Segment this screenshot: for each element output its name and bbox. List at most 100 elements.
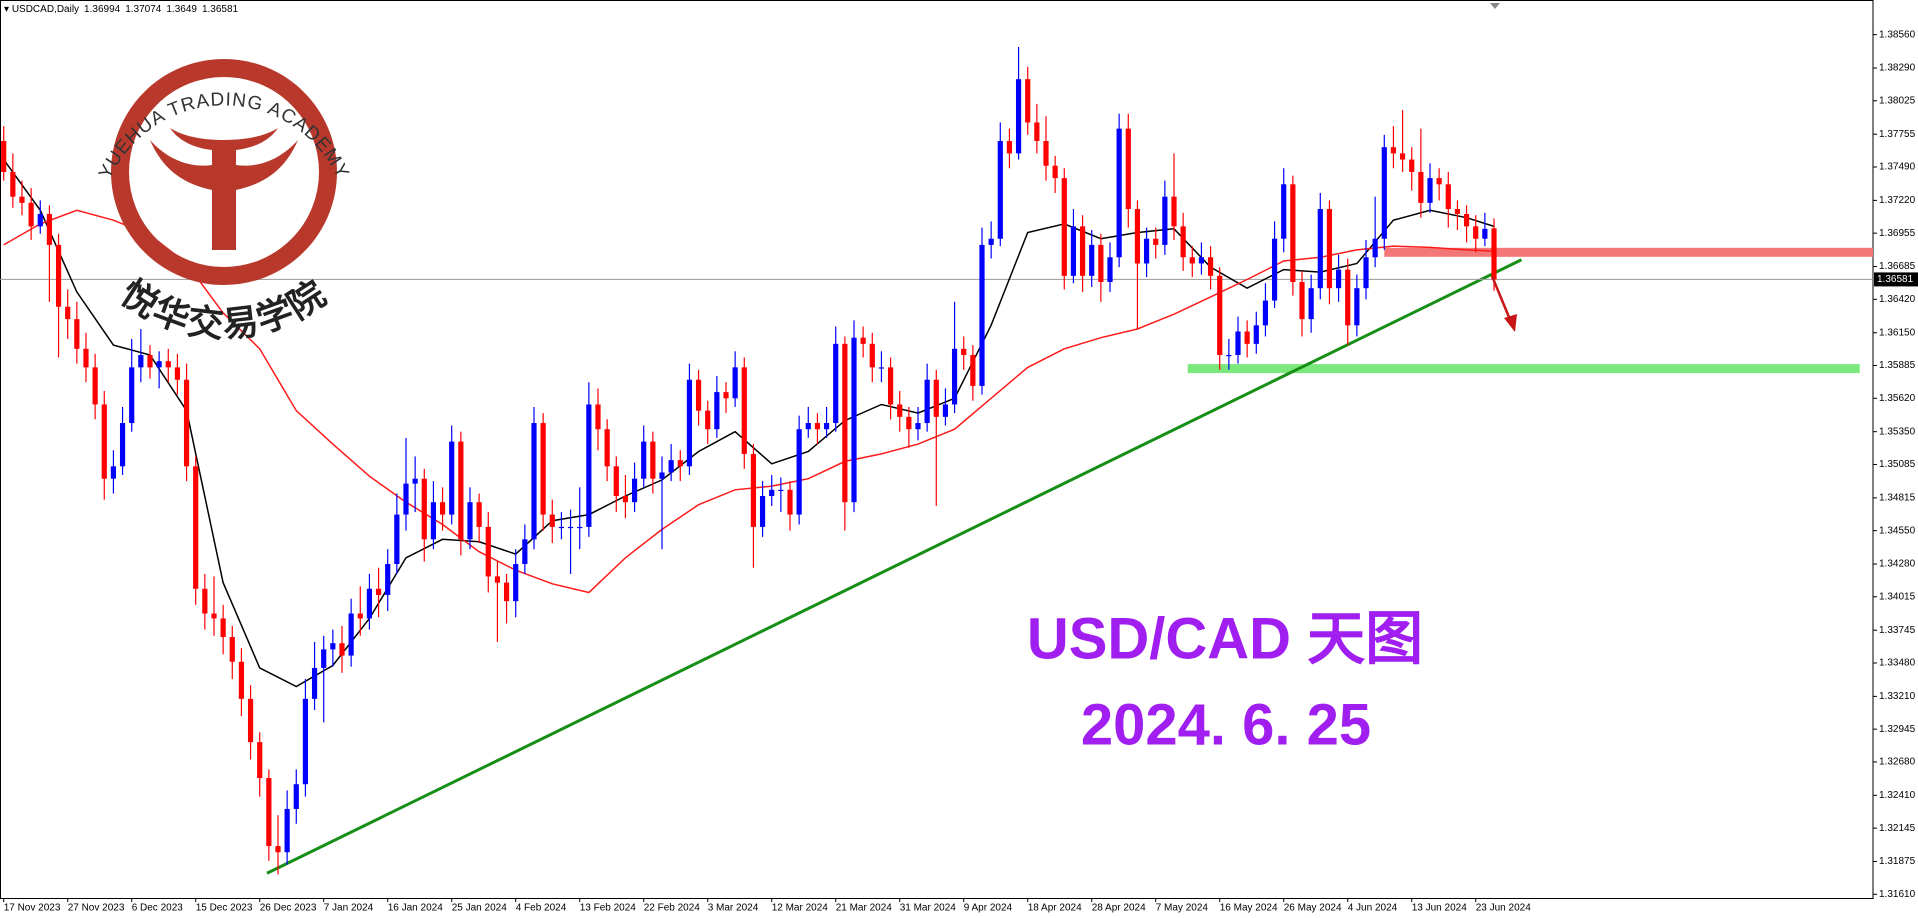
symbol: USDCAD,Daily	[11, 4, 80, 15]
x-tick-label: 12 Mar 2024	[772, 903, 829, 914]
candle-body	[622, 496, 629, 503]
x-tick-label: 25 Jan 2024	[452, 903, 507, 914]
trendline	[266, 258, 1523, 875]
candle-body	[869, 343, 875, 368]
candle-body	[1317, 209, 1323, 289]
x-tick-label: 3 Mar 2024	[708, 903, 759, 914]
arrow-head	[1504, 314, 1517, 332]
candle-body	[1034, 122, 1040, 142]
candle-body	[1116, 128, 1122, 258]
candle-body	[595, 404, 601, 430]
candle-body	[1217, 275, 1223, 355]
candle-body	[970, 354, 976, 386]
candle-body	[750, 453, 757, 527]
x-tick-label: 16 May 2024	[1220, 903, 1278, 914]
candle-body	[1134, 209, 1141, 264]
candle-body	[1363, 257, 1369, 289]
candle-body	[842, 343, 848, 503]
y-tick-label: 1.37490	[1879, 162, 1916, 173]
candle-body	[1473, 226, 1479, 239]
candle-body	[1354, 288, 1360, 326]
x-tick-label: 28 Apr 2024	[1092, 903, 1146, 914]
y-tick-label: 1.36150	[1879, 327, 1916, 338]
candle-body	[165, 361, 171, 368]
y-tick-label: 1.31610	[1879, 889, 1916, 900]
x-tick-label: 31 Mar 2024	[900, 903, 957, 914]
candle-body	[28, 202, 34, 227]
candle-body	[641, 441, 647, 479]
candle-body	[1409, 159, 1415, 172]
candle-body	[119, 423, 126, 467]
candle-body	[961, 348, 967, 355]
candle-body	[1335, 269, 1342, 289]
candle-body	[1098, 244, 1104, 283]
candle-body	[577, 526, 583, 529]
candle-body	[494, 576, 501, 583]
candle-body	[1226, 354, 1232, 357]
candle-body	[65, 306, 71, 320]
scroll-marker	[1490, 3, 1500, 9]
candle-body	[321, 649, 327, 668]
candle-body	[769, 489, 775, 497]
candle-body	[293, 784, 299, 809]
candle-body	[458, 441, 464, 540]
x-tick-label: 22 Feb 2024	[644, 903, 701, 914]
candle-body	[1345, 269, 1351, 326]
candle-body	[897, 404, 903, 417]
candle-body	[330, 643, 336, 650]
candle-body	[110, 466, 117, 479]
candle-body	[101, 404, 107, 479]
candle-body	[174, 367, 181, 380]
candle-body	[1390, 147, 1397, 154]
candle-body	[613, 466, 619, 497]
candle-body	[348, 613, 354, 656]
candle-body	[695, 379, 702, 411]
x-tick-label: 13 Jun 2024	[1412, 903, 1467, 914]
arrow-shaft	[1490, 275, 1513, 323]
annotation-date: 2024. 6. 25	[1081, 692, 1371, 757]
candle-body	[193, 466, 199, 589]
candle-body	[1399, 153, 1406, 160]
candle-body	[1006, 141, 1013, 154]
candle-body	[567, 526, 574, 529]
candle-body	[686, 379, 693, 467]
y-tick-label: 1.35085	[1879, 459, 1916, 470]
candle-body	[1207, 257, 1214, 276]
y-tick-label: 1.37755	[1879, 129, 1916, 140]
candle-body	[1180, 226, 1186, 258]
y-tick-label: 1.32410	[1879, 790, 1916, 801]
candle-body	[650, 441, 656, 479]
candle-body	[1235, 331, 1241, 355]
candle-body	[55, 244, 62, 307]
x-tick-label: 4 Feb 2024	[516, 903, 567, 914]
candle-body	[375, 588, 382, 595]
candle-body	[412, 478, 418, 484]
y-tick-label: 1.34280	[1879, 559, 1916, 570]
y-tick-label: 1.32945	[1879, 724, 1916, 735]
candle-body	[558, 526, 565, 529]
candle-body	[732, 367, 738, 399]
candle-body	[1143, 238, 1150, 264]
x-tick-label: 6 Dec 2023	[132, 903, 184, 914]
candle-body	[449, 441, 455, 515]
close-price: 1.36581	[201, 4, 239, 15]
candle-body	[339, 643, 345, 656]
candle-body	[1427, 178, 1433, 203]
candle-body	[92, 367, 98, 405]
candle-body	[1061, 178, 1067, 276]
candle-body	[1482, 228, 1488, 239]
x-tick-label: 16 Jan 2024	[388, 903, 443, 914]
candle-body	[997, 141, 1003, 239]
candle-body	[1454, 209, 1461, 214]
candle-body	[1381, 147, 1387, 239]
y-tick-label: 1.35350	[1879, 426, 1916, 437]
logo-ring	[111, 59, 337, 285]
candle-body	[503, 582, 510, 602]
candle-body	[1070, 226, 1077, 276]
candle-body	[586, 404, 592, 527]
candle-body	[833, 343, 839, 424]
candle-body	[1107, 257, 1113, 283]
candle-body	[1189, 257, 1195, 264]
candle-body	[138, 354, 144, 368]
